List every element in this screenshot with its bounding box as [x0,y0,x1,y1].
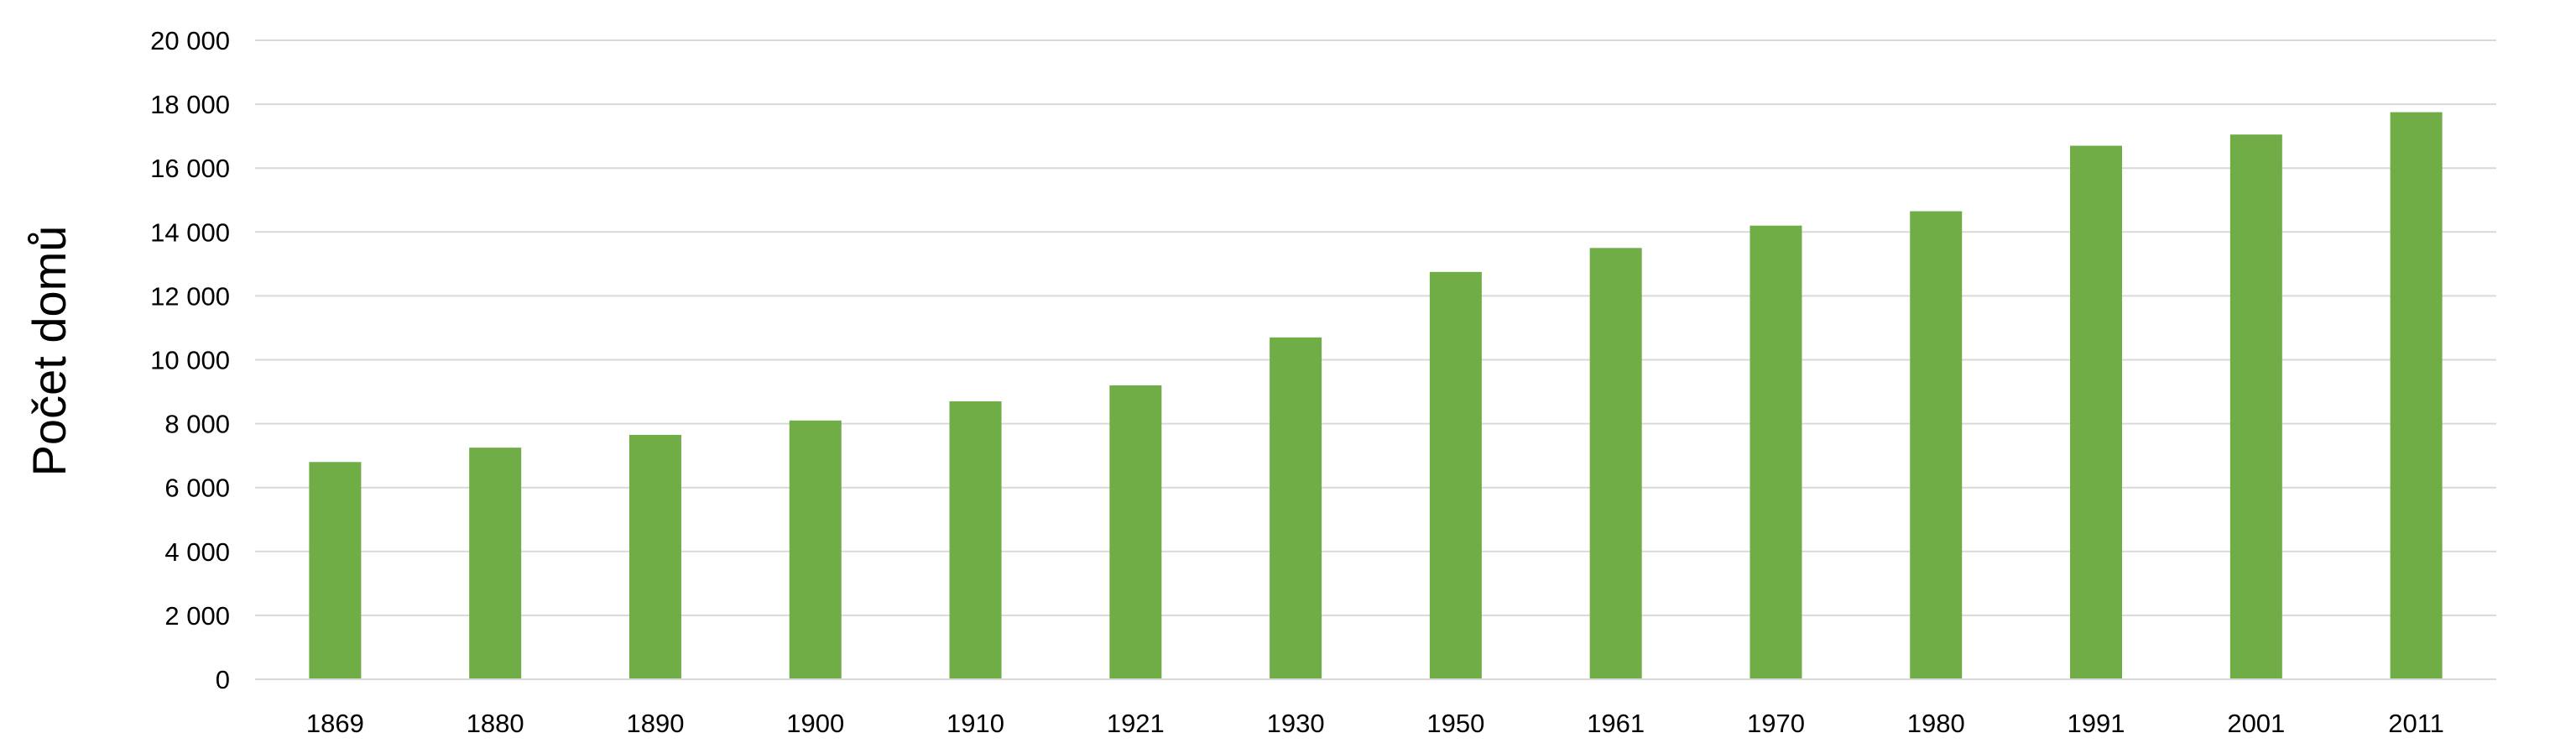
bars [309,112,2443,680]
y-tick-label: 10 000 [150,346,230,375]
y-axis-title: Počet domů [23,226,76,477]
x-tick-label: 1900 [786,709,844,738]
y-tick-label: 14 000 [150,217,230,247]
y-tick-label: 16 000 [150,154,230,183]
y-tick-label: 2 000 [164,601,230,631]
x-tick-label: 1890 [626,709,684,738]
y-tick-label: 4 000 [164,537,230,567]
bar-1890 [628,434,681,679]
x-tick-label: 1961 [1587,709,1645,738]
x-tick-label: 1869 [306,709,364,738]
y-tick-label: 8 000 [164,410,230,439]
bar-1930 [1270,337,1322,679]
bar-2011 [2390,112,2443,680]
bar-1980 [1910,211,1963,679]
y-tick-label: 0 [216,665,230,694]
bar-1880 [469,448,522,679]
y-tick-label: 6 000 [164,474,230,503]
x-tick-label: 1950 [1426,709,1484,738]
y-tick-label: 18 000 [150,90,230,119]
x-tick-labels: 1869 1880 1890 1900 1910 1921 1930 1950 1961 1970… [306,709,2444,738]
x-tick-label: 1991 [2068,709,2125,738]
x-tick-label: 1930 [1267,709,1325,738]
bar-1921 [1109,385,1162,679]
bar-1991 [2070,145,2123,679]
y-tick-label: 12 000 [150,281,230,311]
x-tick-label: 1910 [946,709,1004,738]
x-tick-label: 2001 [2227,709,2285,738]
bar-1869 [309,462,362,679]
y-tick-labels: 0 2 000 4 000 6 000 8 000 10 000 12 000 14 000 1… [150,26,230,694]
bar-1970 [1749,225,1802,679]
bar-1910 [949,401,1002,679]
bar-2001 [2229,134,2282,679]
bar-1961 [1589,248,1642,679]
x-tick-label: 1970 [1747,709,1805,738]
gridlines [255,39,2496,616]
x-tick-label: 1921 [1107,709,1165,738]
x-tick-label: 2011 [2388,709,2444,738]
x-tick-label: 1880 [467,709,524,738]
bar-1950 [1429,271,1482,679]
x-tick-label: 1980 [1907,709,1965,738]
y-tick-label: 20 000 [150,26,230,55]
bar-1900 [789,420,842,679]
